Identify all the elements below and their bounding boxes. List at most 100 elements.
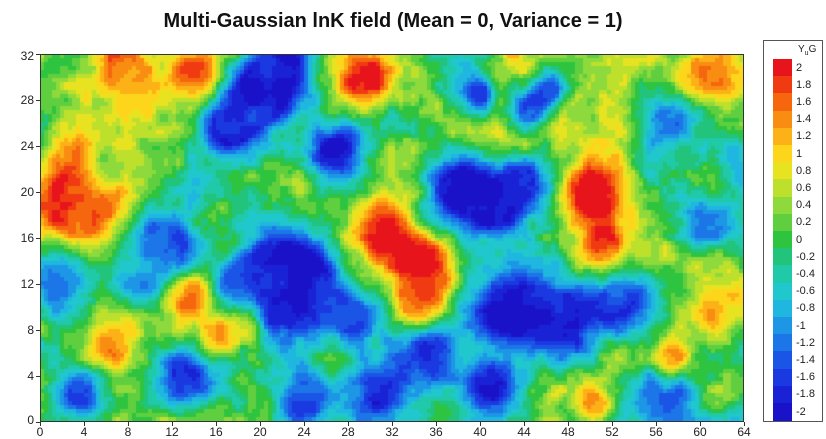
x-tick-mark: [523, 422, 525, 426]
colorbar-level-label: 0.2: [796, 216, 812, 229]
colorbar-level-label: 1: [796, 147, 803, 160]
y-tick-label: 24: [20, 139, 34, 153]
y-tick-mark: [36, 145, 40, 147]
colorbar-level-label: 2: [796, 61, 803, 74]
colorbar-level-label: -0.8: [796, 302, 815, 315]
colorbar-level-label: 0.4: [796, 199, 812, 212]
y-tick-label: 28: [20, 93, 34, 107]
x-tick-label: 28: [341, 425, 355, 439]
colorbar-swatch: [773, 351, 792, 370]
colorbar-level-label: 0.6: [796, 182, 812, 194]
x-tick-mark: [479, 422, 481, 426]
y-tick-mark: [36, 191, 40, 193]
x-tick-mark: [127, 422, 129, 426]
colorbar-swatch: [773, 265, 792, 284]
chart-title: Multi-Gaussian lnK field (Mean = 0, Vari…: [163, 10, 623, 32]
colorbar-swatch: [773, 76, 792, 94]
colorbar-level-label: -0.2: [796, 250, 815, 263]
colorbar-swatch: [773, 299, 792, 318]
colorbar-swatch: [773, 317, 792, 335]
y-tick-label: 8: [27, 323, 34, 337]
colorbar-swatch: [773, 368, 792, 387]
y-tick-label: 32: [20, 49, 34, 63]
x-tick-label: 40: [473, 425, 487, 439]
x-tick-mark: [347, 422, 349, 426]
x-tick-label: 36: [429, 425, 443, 439]
x-tick-mark: [611, 422, 613, 426]
y-tick-label: 12: [20, 277, 34, 291]
x-tick-label: 4: [80, 425, 88, 439]
y-tick-mark: [36, 237, 40, 239]
colorbar-swatch: [773, 282, 792, 301]
y-tick-mark: [36, 421, 40, 423]
x-tick-mark: [215, 422, 217, 426]
colorbar-swatch: [773, 162, 792, 180]
colorbar-level-label: -0.4: [796, 268, 815, 280]
y-tick-label: 16: [20, 231, 34, 245]
colorbar-level-label: -1.8: [796, 388, 815, 401]
colorbar-level-label: 1.8: [796, 78, 812, 91]
field-heatmap: [41, 55, 743, 421]
x-tick-mark: [743, 422, 745, 426]
x-tick-label: 32: [385, 425, 399, 439]
colorbar-level-label: -0.6: [796, 285, 815, 298]
y-tick-mark: [36, 283, 40, 285]
colorbar-title: YuG: [798, 44, 816, 57]
colorbar-level-label: 0.8: [796, 164, 812, 177]
colorbar-swatch: [773, 385, 792, 404]
y-tick-mark: [36, 99, 40, 101]
x-tick-mark: [39, 422, 41, 426]
colorbar-swatch: [773, 403, 792, 421]
y-tick-label: 0: [27, 413, 34, 427]
x-tick-mark: [391, 422, 393, 426]
x-tick-mark: [699, 422, 701, 426]
x-tick-mark: [567, 422, 569, 426]
colorbar-swatch: [773, 93, 792, 112]
x-tick-mark: [435, 422, 437, 426]
y-tick-mark: [36, 53, 40, 55]
x-tick-label: 60: [693, 425, 707, 439]
x-tick-label: 20: [253, 425, 267, 439]
x-tick-label: 12: [165, 425, 179, 439]
y-tick-label: 20: [20, 185, 34, 199]
colorbar-title-sub: u: [804, 50, 809, 57]
x-tick-label: 44: [517, 425, 531, 439]
plot-area: [40, 54, 744, 422]
y-tick-mark: [36, 375, 40, 377]
colorbar-level-label: 1.2: [796, 130, 812, 143]
colorbar-legend: YuG 2 1.8 1.6 1.4 1.2 1 0.8 0.6 0.4 0.2 0 -0.2 -0.4 -…: [763, 40, 823, 422]
x-tick-label: 52: [605, 425, 619, 439]
colorbar-swatch: [773, 334, 792, 352]
colorbar-level-label: 1.4: [796, 113, 812, 126]
colorbar-level-label: -1.6: [796, 371, 815, 384]
x-tick-label: 48: [561, 425, 575, 439]
colorbar-level-label: -1: [796, 319, 806, 332]
colorbar-swatch: [773, 59, 792, 77]
x-tick-label: 56: [649, 425, 663, 439]
colorbar-swatch: [773, 231, 792, 249]
x-tick-mark: [259, 422, 261, 426]
colorbar-level-label: -2: [796, 405, 806, 418]
x-tick-mark: [83, 422, 85, 426]
colorbar-swatch: [773, 196, 792, 215]
colorbar-swatch: [773, 110, 792, 129]
colorbar-level-label: -1.4: [796, 354, 815, 366]
colorbar-swatch: [773, 145, 792, 163]
colorbar-level-label: -1.2: [796, 336, 815, 349]
colorbar-title-tail: G: [808, 44, 817, 55]
x-tick-label: 24: [297, 425, 311, 439]
x-tick-label: 0: [36, 425, 44, 439]
x-tick-label: 8: [124, 425, 132, 439]
x-tick-mark: [171, 422, 173, 426]
x-tick-mark: [303, 422, 305, 426]
colorbar-swatch: [773, 179, 792, 198]
colorbar-swatch: [773, 127, 792, 146]
x-tick-mark: [655, 422, 657, 426]
y-tick-label: 4: [27, 369, 34, 383]
colorbar-title-main: Y: [798, 44, 805, 55]
colorbar-level-label: 1.6: [796, 96, 812, 108]
x-tick-label: 64: [737, 425, 751, 439]
y-tick-mark: [36, 329, 40, 331]
colorbar-level-label: 0: [796, 233, 803, 246]
x-tick-label: 16: [209, 425, 223, 439]
